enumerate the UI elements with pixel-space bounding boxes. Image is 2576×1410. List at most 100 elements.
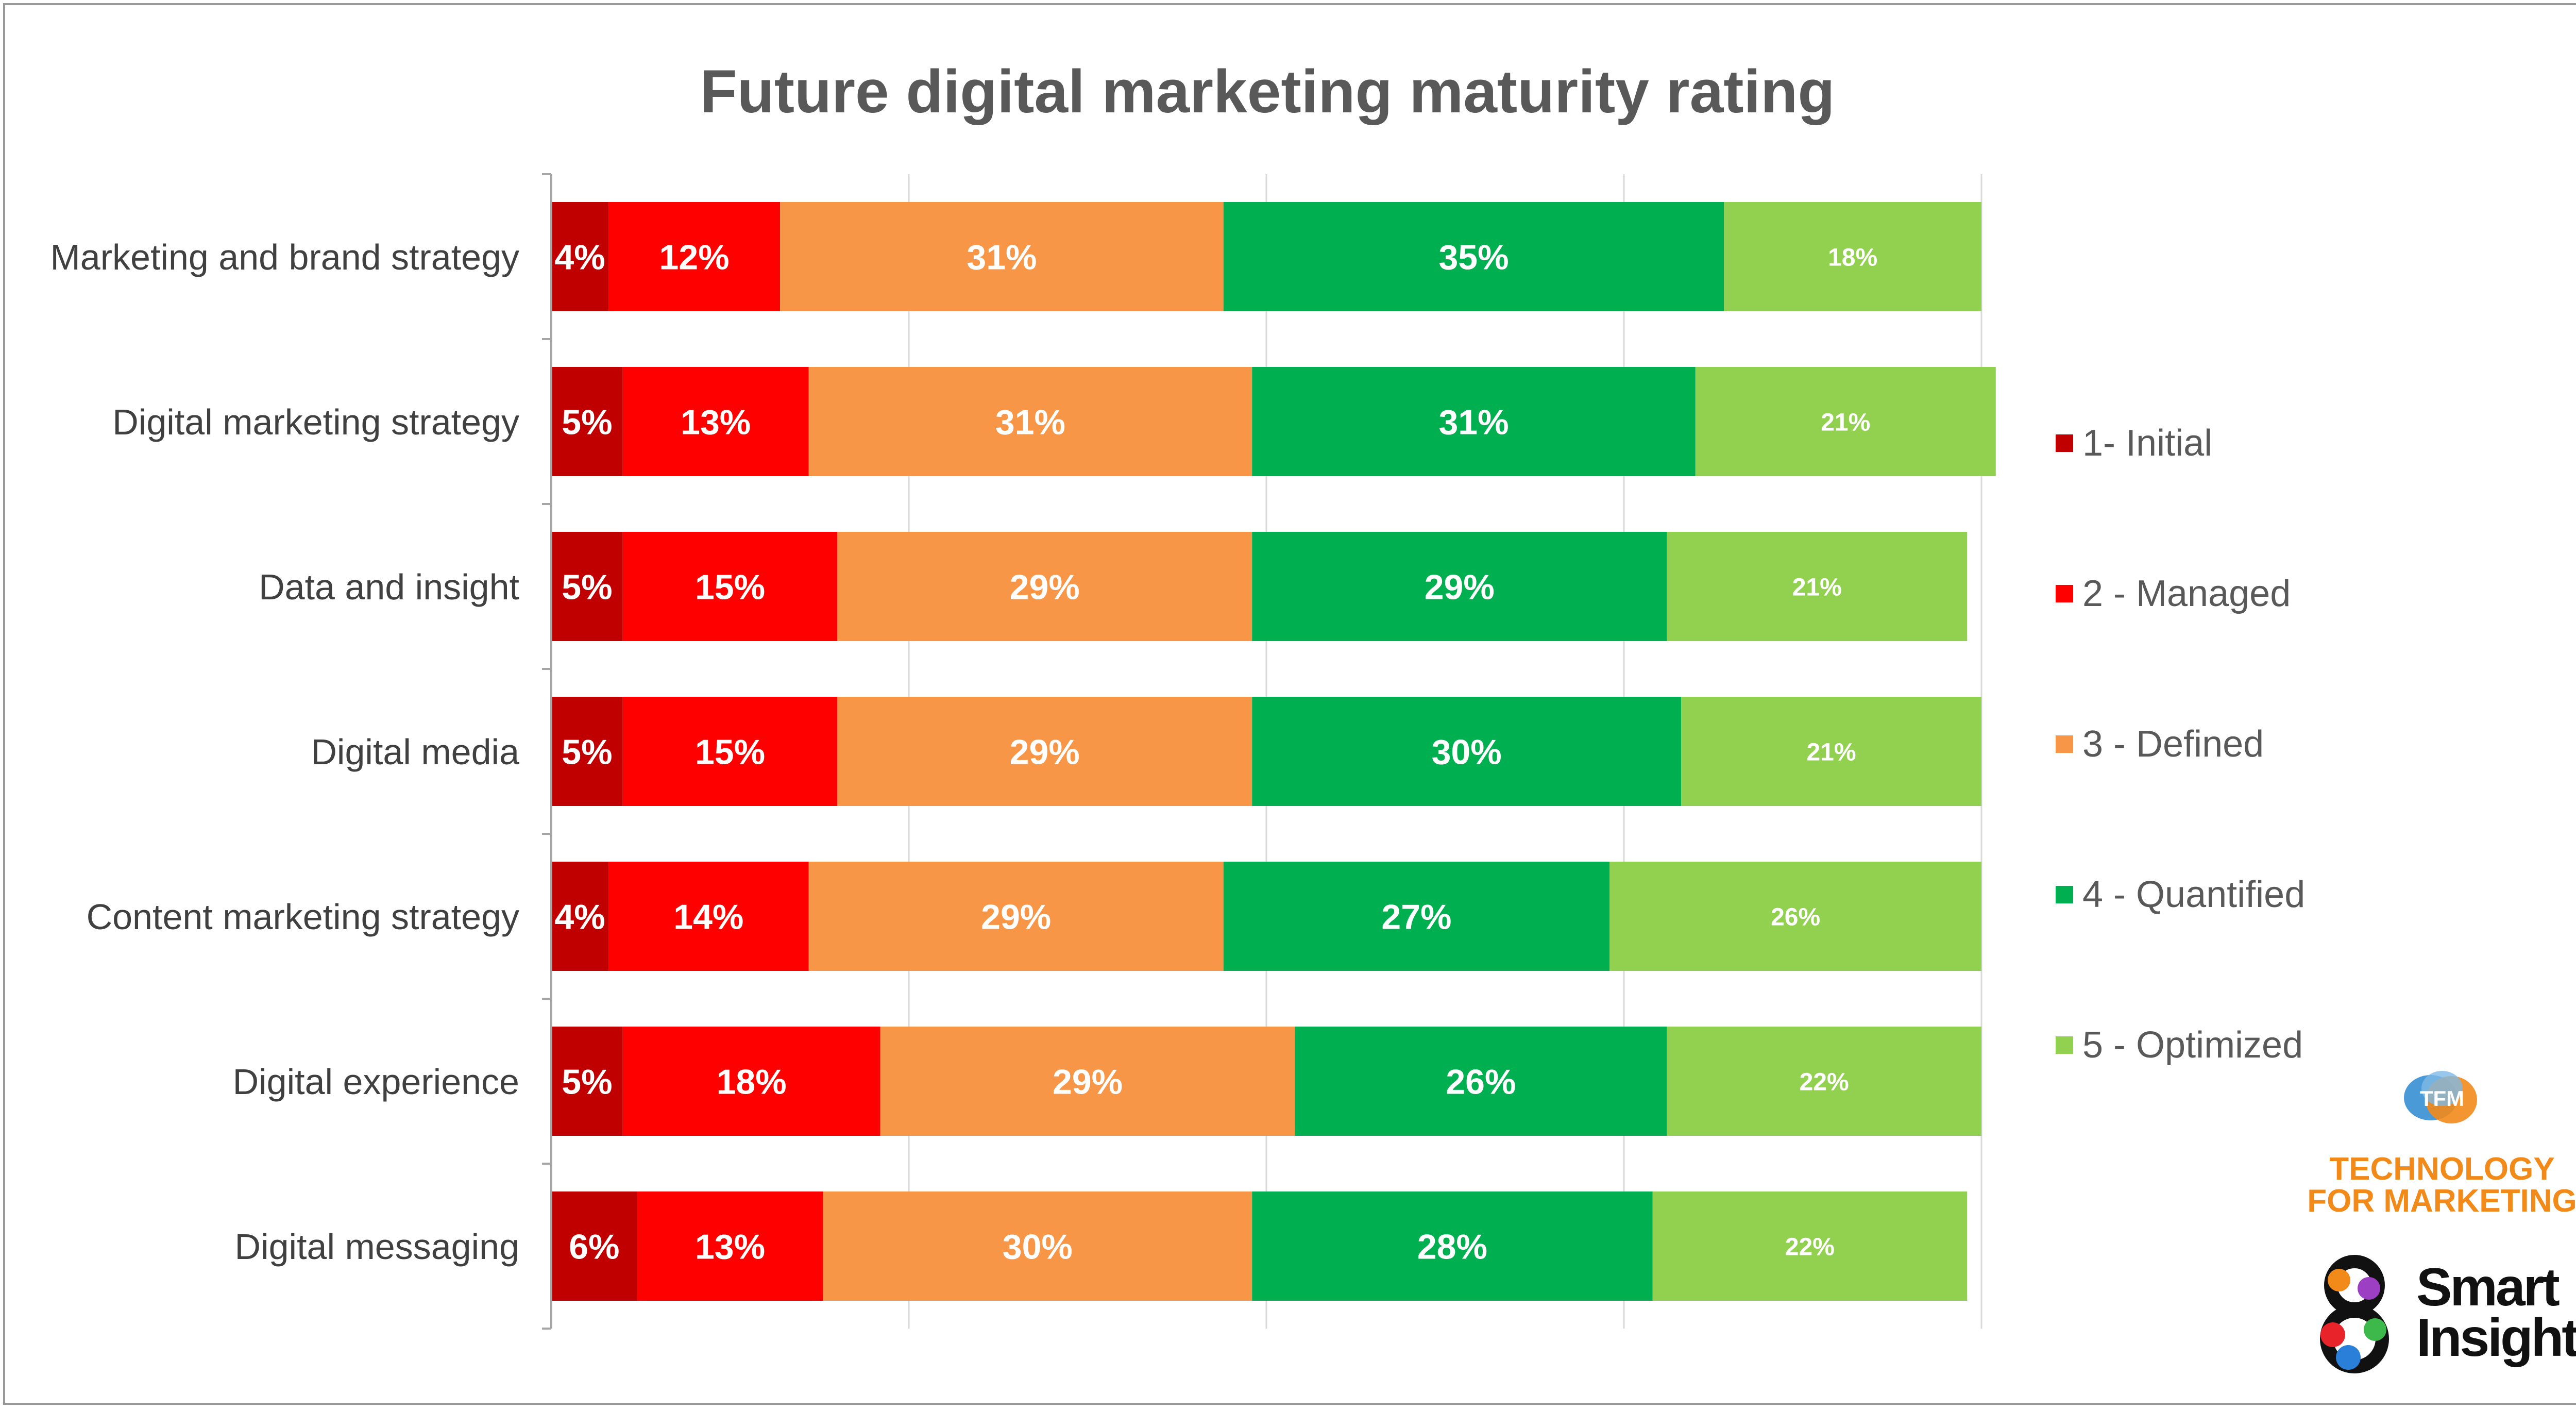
bar-segment <box>808 862 1224 971</box>
bar-segment <box>808 367 1252 476</box>
bar-segment <box>622 1027 880 1136</box>
legend-label: 3 - Defined <box>2082 724 2264 765</box>
bar-segment <box>823 1191 1252 1301</box>
bar-segment <box>637 1191 823 1301</box>
bar-segment <box>837 697 1252 806</box>
category-label: Data and insight <box>259 567 519 607</box>
legend-item: 2 - Managed <box>2056 568 2291 619</box>
logos: TFM TECHNOLOGY FOR MARKETING Smart Insig… <box>2298 1062 2576 1391</box>
category-label: Digital media <box>311 732 519 772</box>
data-label: 29% <box>1053 1062 1123 1101</box>
category-labels: Marketing and brand strategy Digital mark… <box>50 237 519 1267</box>
bar-segment <box>1252 697 1682 806</box>
data-label: 14% <box>673 897 743 936</box>
bar-segment <box>880 1027 1295 1136</box>
data-label: 21% <box>1821 409 1870 436</box>
data-label: 15% <box>695 567 765 607</box>
data-label: 26% <box>1446 1062 1516 1101</box>
data-label: 26% <box>1771 903 1820 931</box>
data-label: 6% <box>569 1227 619 1266</box>
data-label: 21% <box>1806 738 1856 766</box>
legend-item: 3 - Defined <box>2056 718 2264 770</box>
legend-label: 5 - Optimized <box>2082 1025 2303 1066</box>
data-label: 29% <box>1010 567 1080 607</box>
data-label: 5% <box>562 1062 612 1101</box>
tfm-logo-line2: FOR MARKETING <box>2307 1183 2576 1219</box>
tfm-logo-mark: TFM <box>2420 1086 2464 1111</box>
legend-swatch <box>2056 585 2073 602</box>
bar-series <box>551 202 1996 1301</box>
legend-label: 1- Initial <box>2082 423 2213 464</box>
data-label: 5% <box>562 732 612 771</box>
data-label: 13% <box>681 402 751 442</box>
legend-swatch <box>2056 1036 2073 1054</box>
category-label: Marketing and brand strategy <box>50 237 519 277</box>
chart-title: Future digital marketing maturity rating <box>700 58 1835 126</box>
bar-segment <box>1681 697 1981 806</box>
data-label: 29% <box>1010 732 1080 771</box>
data-label: 35% <box>1438 238 1509 277</box>
data-label: 31% <box>967 238 1037 277</box>
category-axis <box>542 173 552 1330</box>
bar-segment <box>1667 532 1968 641</box>
bar-segment <box>1652 1191 1968 1301</box>
bar-segment <box>1667 1027 1981 1136</box>
tfm-logo-icon: TFM <box>2404 1071 2477 1123</box>
bar-segment <box>551 1027 623 1136</box>
data-label: 5% <box>562 567 612 607</box>
data-label: 31% <box>1438 402 1509 442</box>
bar-segment <box>1223 202 1724 311</box>
data-label: 29% <box>981 897 1051 936</box>
data-label: 4% <box>554 238 605 277</box>
data-label: 22% <box>1785 1233 1835 1261</box>
bar-segment <box>1252 532 1667 641</box>
category-label: Digital experience <box>233 1062 519 1102</box>
bar-segment <box>608 862 809 971</box>
data-label: 31% <box>995 402 1065 442</box>
smart-insights-logo-icon <box>2320 1255 2389 1373</box>
bar-segment <box>551 1191 637 1301</box>
legend-swatch <box>2056 434 2073 452</box>
legend-item: 1- Initial <box>2056 417 2212 469</box>
category-label: Digital messaging <box>235 1227 519 1267</box>
bar-segment <box>1695 367 1996 476</box>
bar-segment <box>608 202 781 311</box>
smart-insights-line2: Insights <box>2416 1308 2576 1368</box>
bar-segment <box>1295 1027 1667 1136</box>
data-labels: 4% 12% 31% 35% 18% 5% 13% 31% 31% 21% 5% 15% 29% 29% 2… <box>554 238 1877 1266</box>
category-label: Digital marketing strategy <box>112 402 519 442</box>
data-label: 18% <box>1828 244 1877 271</box>
category-label: Content marketing strategy <box>87 897 519 937</box>
bar-segment <box>622 367 809 476</box>
legend-item: 4 - Quantified <box>2056 869 2305 920</box>
bar-segment <box>1252 367 1696 476</box>
data-label: 30% <box>1003 1227 1073 1266</box>
data-label: 15% <box>695 732 765 771</box>
bar-segment <box>837 532 1252 641</box>
bar-segment <box>1609 862 1981 971</box>
data-label: 30% <box>1432 732 1502 771</box>
data-label: 5% <box>562 402 612 442</box>
bar-segment <box>551 862 609 971</box>
data-label: 27% <box>1381 897 1451 936</box>
data-label: 18% <box>717 1062 787 1101</box>
bar-segment <box>551 367 623 476</box>
bar-segment <box>551 697 623 806</box>
bar-segment <box>1724 202 1981 311</box>
bar-segment <box>551 202 609 311</box>
tfm-logo-line1: TECHNOLOGY <box>2329 1151 2555 1187</box>
bar-segment <box>1252 1191 1653 1301</box>
data-label: 21% <box>1792 574 1842 601</box>
smart-insights-line1: Smart <box>2416 1257 2560 1317</box>
legend-label: 4 - Quantified <box>2082 874 2306 915</box>
legend-label: 2 - Managed <box>2082 573 2291 614</box>
data-label: 12% <box>659 238 730 277</box>
data-label: 13% <box>695 1227 765 1266</box>
data-label: 29% <box>1425 567 1495 607</box>
bar-segment <box>1223 862 1610 971</box>
data-label: 28% <box>1417 1227 1487 1266</box>
bar-segment <box>551 532 623 641</box>
bar-segment <box>622 697 838 806</box>
data-label: 4% <box>554 897 605 936</box>
bar-segment <box>780 202 1224 311</box>
